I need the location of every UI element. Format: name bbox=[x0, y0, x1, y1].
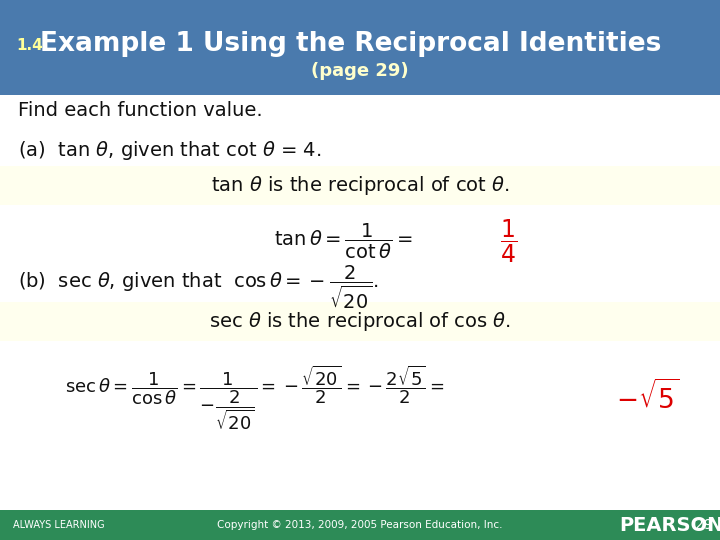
Text: (b)  sec $\theta$, given that  $\cos\theta = -\dfrac{2}{\sqrt{20}}$.: (b) sec $\theta$, given that $\cos\theta… bbox=[18, 264, 379, 311]
FancyBboxPatch shape bbox=[0, 166, 720, 205]
Text: PEARSON: PEARSON bbox=[619, 516, 720, 535]
Text: (page 29): (page 29) bbox=[311, 62, 409, 80]
Text: Example 1 Using the Reciprocal Identities: Example 1 Using the Reciprocal Identitie… bbox=[40, 31, 661, 57]
FancyBboxPatch shape bbox=[0, 0, 720, 94]
Text: Copyright © 2013, 2009, 2005 Pearson Education, Inc.: Copyright © 2013, 2009, 2005 Pearson Edu… bbox=[217, 520, 503, 530]
Text: 29: 29 bbox=[695, 518, 712, 532]
Text: (a)  tan $\theta$, given that cot $\theta$ = 4.: (a) tan $\theta$, given that cot $\theta… bbox=[18, 139, 321, 161]
FancyBboxPatch shape bbox=[0, 302, 720, 341]
FancyBboxPatch shape bbox=[0, 510, 720, 540]
Text: tan $\theta$ is the reciprocal of cot $\theta$.: tan $\theta$ is the reciprocal of cot $\… bbox=[211, 174, 509, 197]
Text: Find each function value.: Find each function value. bbox=[18, 101, 263, 120]
Text: 1.4: 1.4 bbox=[16, 38, 42, 53]
Text: $-\sqrt{5}$: $-\sqrt{5}$ bbox=[616, 381, 679, 415]
Text: $\tan\theta = \dfrac{1}{\cot\theta} =$: $\tan\theta = \dfrac{1}{\cot\theta} =$ bbox=[274, 222, 413, 261]
Text: sec $\theta$ is the reciprocal of cos $\theta$.: sec $\theta$ is the reciprocal of cos $\… bbox=[209, 310, 511, 333]
Text: $\sec\theta = \dfrac{1}{\cos\theta} = \dfrac{1}{-\dfrac{2}{\sqrt{20}}} = -\dfrac: $\sec\theta = \dfrac{1}{\cos\theta} = \d… bbox=[65, 364, 444, 432]
Text: ALWAYS LEARNING: ALWAYS LEARNING bbox=[13, 520, 104, 530]
Text: $\dfrac{1}{4}$: $\dfrac{1}{4}$ bbox=[500, 218, 518, 265]
